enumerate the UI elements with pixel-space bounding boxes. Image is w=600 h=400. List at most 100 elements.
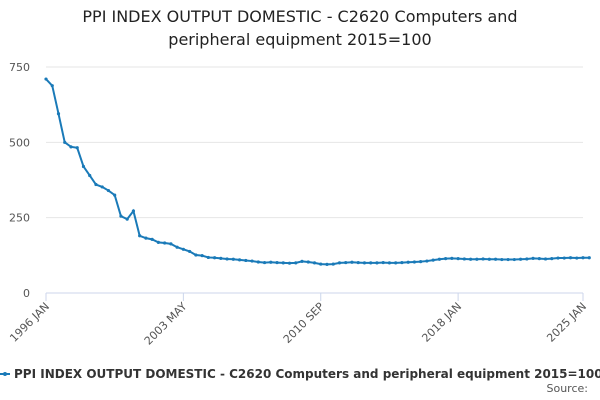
point <box>75 146 79 150</box>
point <box>319 262 323 266</box>
point <box>575 256 579 260</box>
x-tick-label: 2018 JAN <box>419 300 464 345</box>
y-tick-label: 250 <box>9 212 30 225</box>
point <box>531 256 535 260</box>
point <box>275 260 279 265</box>
point <box>512 257 516 262</box>
point <box>156 240 160 244</box>
point <box>294 261 298 265</box>
point <box>94 182 98 187</box>
point <box>250 259 254 263</box>
point <box>206 255 210 260</box>
point <box>462 257 466 261</box>
point <box>194 253 198 257</box>
point <box>81 164 86 169</box>
point <box>412 260 417 264</box>
y-tick-label: 0 <box>23 287 30 300</box>
y-tick-label: 750 <box>9 61 30 74</box>
point <box>287 261 292 265</box>
point <box>63 140 67 144</box>
point <box>381 260 385 265</box>
chart-title: peripheral equipment 2015=100 <box>168 30 431 49</box>
point <box>356 260 360 265</box>
point <box>169 242 173 246</box>
y-tick-label: 500 <box>9 136 30 149</box>
point <box>125 217 129 221</box>
point <box>369 261 373 265</box>
point <box>237 258 242 262</box>
point <box>113 193 117 197</box>
point <box>581 256 585 260</box>
point <box>69 145 73 149</box>
point <box>493 257 498 261</box>
point <box>100 185 104 189</box>
point <box>56 112 61 116</box>
point <box>437 257 441 261</box>
point <box>231 257 235 261</box>
point <box>518 257 523 261</box>
point <box>337 261 342 265</box>
point <box>281 261 285 265</box>
point <box>537 257 541 261</box>
point <box>269 260 273 264</box>
x-tick-label: 2025 JAN <box>544 300 589 345</box>
point <box>400 260 404 265</box>
point <box>256 260 260 264</box>
point <box>188 249 192 254</box>
point <box>525 257 529 261</box>
point <box>119 214 123 218</box>
point <box>487 257 491 261</box>
point <box>144 236 148 240</box>
point <box>587 256 591 260</box>
point <box>344 260 348 265</box>
point <box>219 256 223 260</box>
x-tick-label: 1996 JAN <box>7 300 52 345</box>
chart-title: PPI INDEX OUTPUT DOMESTIC - C2620 Comput… <box>82 7 517 26</box>
point <box>88 173 92 178</box>
point <box>325 262 329 266</box>
point <box>200 254 204 258</box>
point <box>150 237 154 241</box>
point <box>225 257 229 261</box>
point <box>181 247 185 251</box>
x-tick-label: 2010 SEP <box>281 300 327 346</box>
point <box>50 84 54 88</box>
point <box>375 261 379 265</box>
point <box>312 261 317 265</box>
point <box>550 257 554 261</box>
point <box>425 259 429 263</box>
point <box>481 257 485 261</box>
point <box>456 257 460 261</box>
point <box>568 256 573 260</box>
point <box>562 256 566 260</box>
point <box>106 188 111 193</box>
point <box>506 257 510 262</box>
point <box>394 261 398 265</box>
point <box>131 209 136 213</box>
point <box>244 258 248 263</box>
x-tick-label: 2003 MAY <box>142 300 190 348</box>
series-line <box>45 78 590 266</box>
point <box>406 260 410 264</box>
point <box>44 77 48 81</box>
point <box>387 261 392 265</box>
legend-label: PPI INDEX OUTPUT DOMESTIC - C2620 Comput… <box>14 367 600 381</box>
point <box>212 256 217 260</box>
point <box>362 261 367 265</box>
legend-symbol <box>3 372 7 376</box>
point <box>175 245 179 249</box>
point <box>300 259 304 263</box>
point <box>306 260 310 264</box>
point <box>138 234 142 238</box>
point <box>350 260 354 264</box>
point <box>475 257 479 261</box>
point <box>556 256 560 260</box>
point <box>450 256 454 260</box>
point <box>543 257 548 261</box>
point <box>500 257 504 262</box>
point <box>331 262 335 266</box>
point <box>469 257 473 261</box>
point <box>163 241 167 245</box>
point <box>419 260 423 264</box>
